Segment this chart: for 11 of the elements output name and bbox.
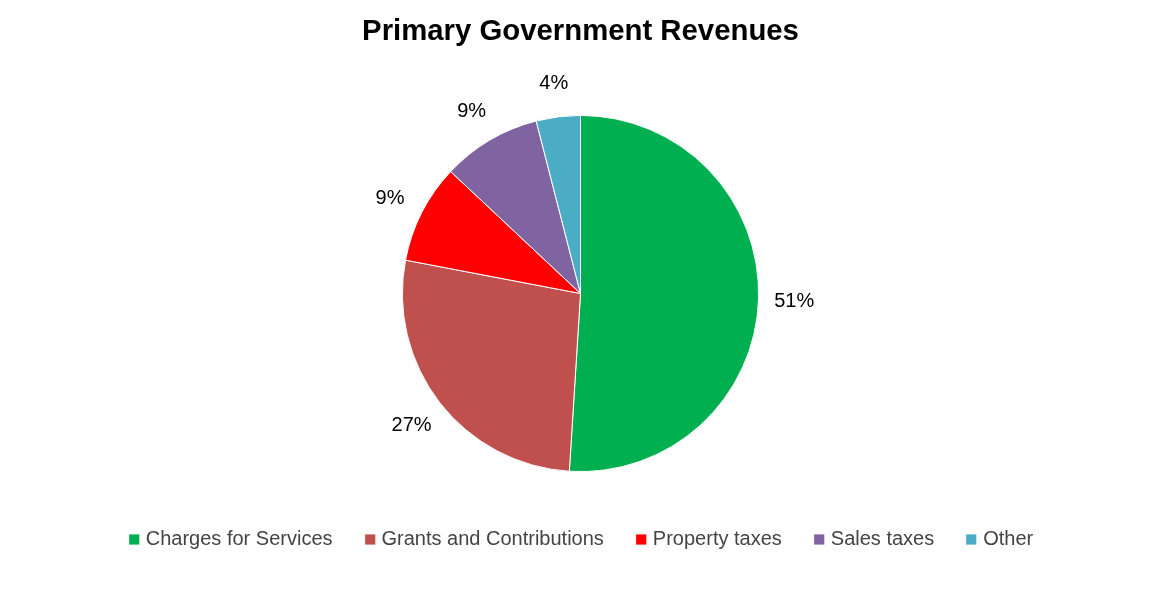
chart-title: Primary Government Revenues: [362, 12, 799, 46]
legend-label: Grants and Contributions: [381, 527, 604, 550]
legend-label: Charges for Services: [145, 527, 333, 550]
data-label: 4%: [539, 70, 569, 93]
data-label: 9%: [457, 98, 487, 121]
data-label: 51%: [774, 289, 815, 312]
legend-label: Sales taxes: [830, 527, 935, 550]
legend-label: Other: [983, 527, 1034, 550]
data-label: 9%: [375, 185, 405, 208]
legend-label: Property taxes: [652, 527, 782, 550]
data-label: 27%: [391, 413, 432, 436]
